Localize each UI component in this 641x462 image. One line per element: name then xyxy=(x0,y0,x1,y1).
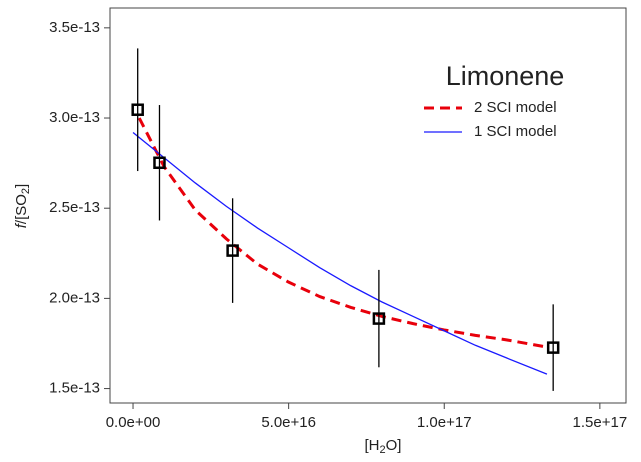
legend-label: 1 SCI model xyxy=(474,123,557,140)
data-point xyxy=(153,156,166,170)
y-label-part: /[SO xyxy=(13,194,30,224)
y-tick-label: 1.5e-13 xyxy=(49,380,100,397)
data-point xyxy=(546,341,560,354)
x-label-part: O] xyxy=(386,437,402,454)
data-point xyxy=(372,312,386,325)
data-point xyxy=(226,244,239,257)
y-tick-label: 3.5e-13 xyxy=(49,19,100,36)
y-tick-label: 2.0e-13 xyxy=(49,289,100,306)
x-label-sub: 2 xyxy=(380,444,386,456)
y-axis-label: f/[SO2] xyxy=(13,184,32,228)
y-label-sub: 2 xyxy=(20,188,32,194)
y-tick-label: 2.5e-13 xyxy=(49,199,100,216)
x-tick-label: 1.0e+17 xyxy=(417,414,472,431)
x-axis-label: [H2O] xyxy=(365,437,402,456)
x-tick-label: 5.0e+16 xyxy=(261,414,316,431)
legend-label: 2 SCI model xyxy=(474,99,557,116)
x-label-part: [H xyxy=(365,437,380,454)
x-tick-label: 0.0e+00 xyxy=(106,414,161,431)
x-tick-label: 1.5e+17 xyxy=(573,414,628,431)
legend-title: Limonene xyxy=(446,61,565,91)
y-label-part: f xyxy=(13,222,30,228)
data-point xyxy=(131,103,144,116)
y-label-part: ] xyxy=(13,184,30,188)
model-line xyxy=(132,131,548,375)
model-line xyxy=(137,117,548,349)
plot-frame xyxy=(109,7,627,404)
y-tick-label: 3.0e-13 xyxy=(49,109,100,126)
